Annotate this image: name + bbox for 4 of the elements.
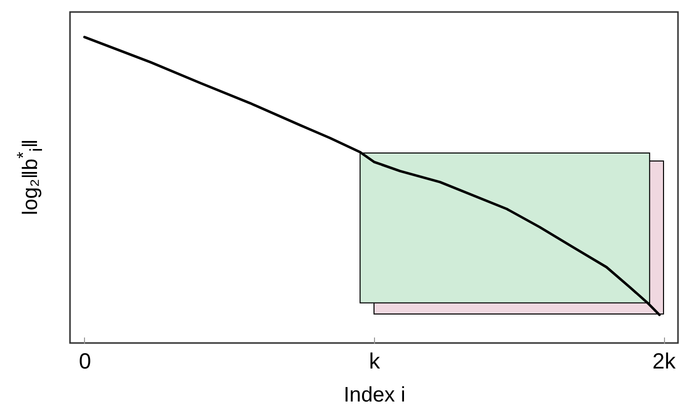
x-axis-title: Index i: [344, 384, 406, 406]
x-tick-label: k: [369, 348, 381, 374]
x-tick-label: 0: [78, 348, 92, 374]
x-tick-label: 2k: [652, 348, 677, 374]
